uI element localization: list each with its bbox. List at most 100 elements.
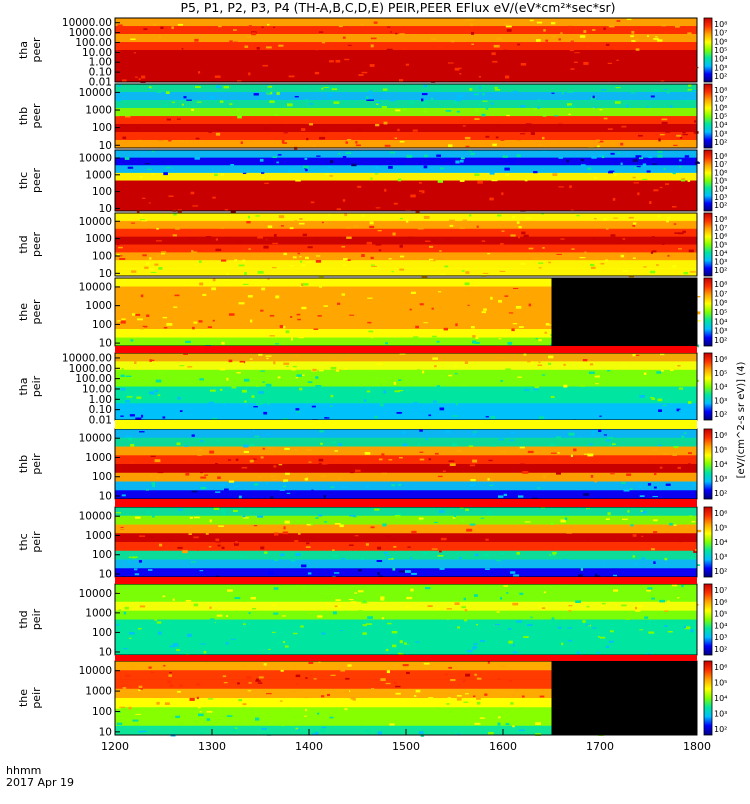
- spectral-noise: [635, 354, 640, 356]
- spectral-noise: [171, 208, 177, 211]
- spectral-noise: [243, 450, 249, 453]
- spectral-noise: [498, 299, 502, 303]
- spectral-noise: [349, 70, 354, 73]
- spectral-noise: [331, 88, 338, 91]
- spectral-noise: [416, 191, 422, 194]
- spectral-noise: [598, 140, 604, 143]
- spectral-noise: [461, 606, 466, 609]
- spectral-noise: [241, 389, 247, 393]
- spectral-noise: [221, 634, 227, 636]
- spectral-noise: [637, 192, 640, 196]
- spectral-noise: [360, 23, 365, 26]
- spectral-noise: [242, 515, 246, 518]
- spectral-noise: [627, 510, 630, 513]
- spectral-noise: [419, 451, 424, 453]
- spectral-noise: [316, 255, 321, 257]
- spectral-noise: [557, 626, 562, 629]
- spectral-noise: [533, 108, 537, 111]
- spectral-noise: [428, 458, 432, 461]
- spectral-noise: [265, 383, 272, 387]
- probe-label: thc: [17, 533, 30, 550]
- spectral-noise: [306, 560, 310, 562]
- spectral-noise: [255, 680, 261, 682]
- spectral-noise: [219, 484, 226, 486]
- spectral-noise: [580, 38, 585, 40]
- spectral-noise: [368, 184, 373, 186]
- spectral-noise: [293, 68, 299, 71]
- spectral-noise: [330, 674, 336, 676]
- spectral-noise: [370, 336, 374, 339]
- spectral-noise: [500, 664, 506, 668]
- spectral-noise: [635, 606, 638, 610]
- spectral-noise: [244, 45, 249, 48]
- spectral-noise: [129, 572, 132, 574]
- spectral-noise: [590, 263, 595, 267]
- spectral-noise: [573, 61, 578, 63]
- spectral-noise: [301, 553, 304, 555]
- spectral-noise: [407, 491, 412, 493]
- spectral-noise: [352, 697, 356, 701]
- spectral-noise: [331, 47, 334, 49]
- spectral-noise: [594, 375, 600, 378]
- spectral-noise: [526, 624, 533, 626]
- spectral-noise: [295, 674, 301, 678]
- spectral-noise: [289, 399, 296, 402]
- spectral-noise: [193, 720, 199, 723]
- spectral-noise: [253, 406, 258, 408]
- spectral-noise: [134, 313, 141, 316]
- spectral-noise: [585, 624, 591, 626]
- spectral-noise: [286, 365, 289, 367]
- colorbar-tick-label: 10⁴: [714, 621, 727, 630]
- spectral-noise: [459, 73, 462, 75]
- spectral-noise: [525, 217, 532, 219]
- spectral-noise: [479, 587, 484, 590]
- spectral-noise: [472, 335, 476, 338]
- spectral-noise: [256, 47, 260, 50]
- spectral-noise: [461, 519, 464, 522]
- spectral-noise: [616, 20, 621, 22]
- spectral-noise: [292, 690, 297, 692]
- spectral-noise: [282, 70, 289, 73]
- spectral-noise: [445, 429, 451, 433]
- spectral-noise: [243, 189, 249, 192]
- spectral-noise: [173, 643, 178, 646]
- spectral-noise: [664, 31, 669, 34]
- spectral-noise: [303, 696, 308, 699]
- spectral-noise: [472, 340, 477, 344]
- spectral-noise: [226, 615, 229, 617]
- colorbar-tick-label: 10⁵: [714, 308, 727, 317]
- spectral-noise: [670, 105, 673, 108]
- spectral-noise: [334, 459, 340, 462]
- spectral-noise: [116, 722, 123, 726]
- spectral-noise: [492, 60, 498, 63]
- spectral-noise: [459, 179, 465, 182]
- spectral-noise: [370, 264, 375, 266]
- spectral-noise: [222, 512, 226, 516]
- spectral-noise: [571, 248, 575, 250]
- spectral-noise: [332, 126, 335, 129]
- spectral-noise: [469, 523, 476, 526]
- spectral-noise: [280, 723, 285, 727]
- spectral-noise: [516, 221, 520, 224]
- spectral-noise: [474, 93, 479, 96]
- colorbar-tick-label: 10³: [714, 710, 727, 719]
- y-tick-label: 10000.00: [62, 352, 112, 364]
- spectral-noise: [251, 32, 256, 36]
- spectral-noise: [297, 77, 302, 80]
- spectral-noise: [474, 284, 480, 287]
- spectral-noise: [297, 252, 300, 255]
- spectral-noise: [118, 609, 121, 611]
- spectral-noise: [330, 366, 337, 370]
- spectral-noise: [244, 200, 251, 203]
- spectral-noise: [397, 128, 400, 132]
- spectral-noise: [548, 362, 551, 365]
- spectral-noise: [200, 476, 207, 479]
- spectral-noise: [648, 135, 651, 137]
- spectral-noise: [366, 241, 372, 245]
- spectral-noise: [691, 483, 696, 486]
- spectral-noise: [278, 464, 283, 466]
- spectral-noise: [287, 169, 293, 173]
- spectral-noise: [407, 294, 410, 297]
- spectral-noise: [476, 677, 482, 680]
